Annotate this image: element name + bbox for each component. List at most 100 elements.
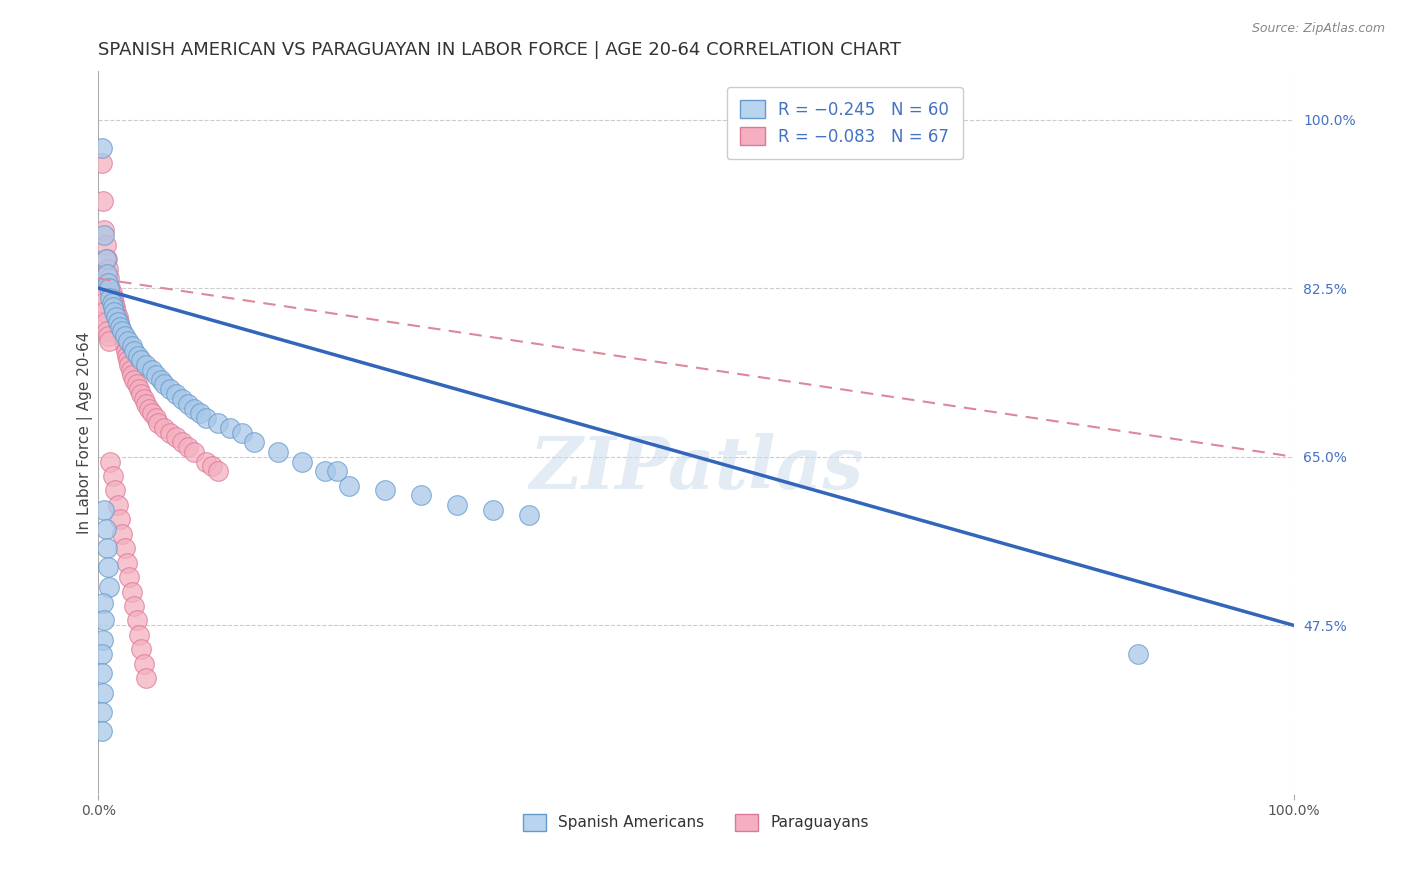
Point (177, 440, 200, 454)
Point (172, 392, 194, 406)
Point (97, 261, 120, 276)
Point (131, 642, 153, 657)
Point (98, 454, 122, 468)
Point (98, 281, 122, 295)
Point (115, 556, 138, 570)
Point (94, 522, 117, 536)
Point (98, 291, 122, 305)
Point (124, 599, 146, 613)
Point (219, 421, 242, 435)
Point (98, 580, 121, 594)
Point (177, 397, 200, 411)
Point (107, 315, 129, 329)
Point (326, 464, 349, 478)
Point (104, 483, 127, 498)
Point (91, 666, 114, 681)
Point (94, 315, 117, 329)
Point (105, 310, 128, 324)
Point (103, 295, 125, 310)
Point (159, 425, 181, 440)
Point (105, 305, 128, 319)
Point (91, 194, 114, 209)
Point (107, 315, 129, 329)
Point (108, 319, 131, 334)
Point (124, 343, 146, 358)
Point (96, 541, 118, 556)
Point (103, 305, 125, 319)
Point (101, 291, 124, 305)
Point (108, 319, 131, 334)
Point (188, 406, 211, 420)
Point (94, 237, 117, 252)
Point (111, 325, 134, 339)
Point (138, 401, 160, 416)
Point (121, 584, 143, 599)
Point (135, 671, 157, 685)
Point (91, 295, 114, 310)
Point (117, 334, 139, 348)
Point (132, 392, 155, 406)
Point (91, 156, 114, 170)
Point (93, 223, 115, 237)
Point (91, 141, 114, 155)
Point (93, 502, 115, 516)
Point (114, 541, 136, 556)
Point (125, 614, 148, 628)
Point (121, 339, 143, 353)
Point (108, 512, 131, 526)
Text: Source: ZipAtlas.com: Source: ZipAtlas.com (1251, 22, 1385, 36)
Point (339, 478, 361, 492)
Point (411, 488, 433, 502)
Point (101, 469, 124, 483)
Point (195, 454, 218, 468)
Point (446, 498, 468, 512)
Point (118, 570, 141, 584)
Point (153, 377, 176, 392)
Point (111, 526, 134, 541)
Point (131, 387, 153, 401)
Point (117, 353, 139, 368)
Point (107, 498, 129, 512)
Point (97, 560, 120, 574)
Point (195, 411, 218, 425)
Point (114, 339, 136, 353)
Point (201, 459, 224, 474)
Point (145, 411, 167, 425)
Point (120, 363, 142, 377)
Point (104, 301, 127, 315)
Point (145, 368, 167, 382)
Point (517, 508, 540, 522)
Point (148, 416, 170, 430)
Point (153, 421, 176, 435)
Point (93, 228, 115, 243)
Point (91, 647, 114, 661)
Point (141, 406, 163, 420)
Point (96, 267, 118, 281)
Point (100, 285, 122, 300)
Point (115, 343, 138, 358)
Point (118, 358, 141, 372)
Point (135, 358, 157, 372)
Text: SPANISH AMERICAN VS PARAGUAYAN IN LABOR FORCE | AGE 20-64 CORRELATION CHART: SPANISH AMERICAN VS PARAGUAYAN IN LABOR … (98, 41, 901, 59)
Point (141, 363, 163, 377)
Point (91, 705, 114, 719)
Point (124, 373, 146, 387)
Point (91, 724, 114, 739)
Point (94, 252, 117, 267)
Point (98, 271, 121, 285)
Point (315, 464, 337, 478)
Legend: Spanish Americans, Paraguayans: Spanish Americans, Paraguayans (517, 808, 875, 837)
Point (267, 445, 290, 459)
Point (97, 277, 120, 291)
Point (96, 325, 118, 339)
Point (231, 425, 253, 440)
Point (291, 454, 314, 468)
Point (97, 329, 120, 343)
Point (374, 483, 396, 498)
Point (149, 373, 172, 387)
Point (115, 349, 138, 363)
Point (1128, 647, 1150, 661)
Point (107, 310, 129, 324)
Point (159, 382, 181, 396)
Text: ZIPatlas: ZIPatlas (529, 434, 863, 504)
